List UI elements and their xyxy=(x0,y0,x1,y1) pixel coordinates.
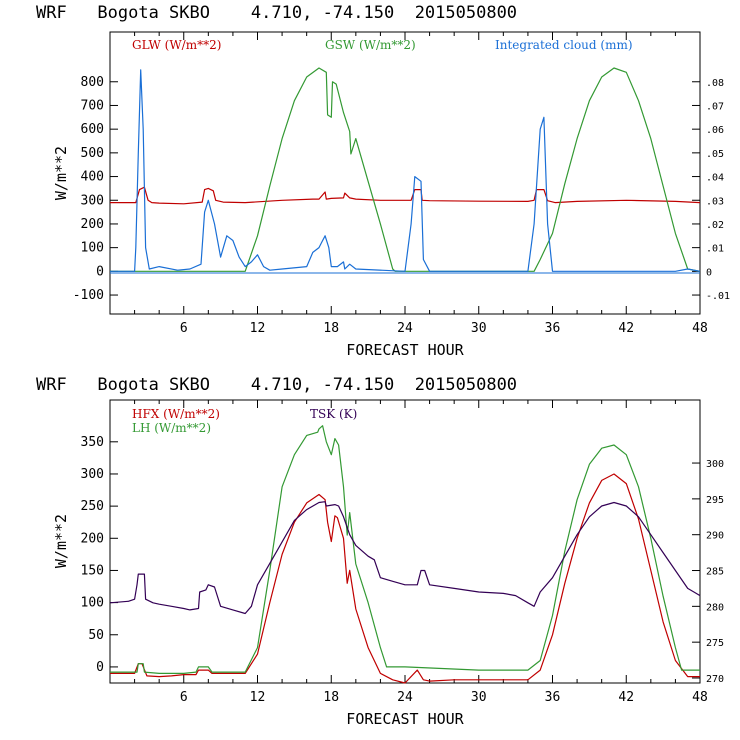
series-line-lh xyxy=(110,425,700,675)
top-x-axis-label: FORECAST HOUR xyxy=(346,341,464,359)
y-tick-label: 50 xyxy=(88,628,104,643)
y-tick-label: 200 xyxy=(81,531,104,546)
y2-tick-label: .07 xyxy=(706,101,724,112)
series-line-glw xyxy=(110,186,701,205)
legend-tsk: TSK (K) xyxy=(310,407,357,421)
series-line-integrated xyxy=(110,69,701,272)
x-tick-label: 6 xyxy=(180,690,188,705)
x-tick-label: 24 xyxy=(397,321,413,336)
x-tick-label: 30 xyxy=(471,690,487,705)
y2-tick-label: .01 xyxy=(706,244,724,255)
legend-lh: LH (W/m**2) xyxy=(132,421,211,435)
y2-tick-label: 275 xyxy=(706,638,724,649)
legend-gsw: GSW (W/m**2) xyxy=(325,38,416,52)
y2-tick-label: 290 xyxy=(706,531,724,542)
y-tick-label: 350 xyxy=(81,435,104,450)
top-y2-axis: -.01 0 .01 .02 .03 .04 .05 .06 .07 .08 xyxy=(692,78,730,302)
y-tick-label: 400 xyxy=(81,170,104,185)
y-tick-label: 600 xyxy=(81,122,104,137)
x-tick-label: 6 xyxy=(180,321,188,336)
y-tick-label: 100 xyxy=(81,241,104,256)
x-tick-label: 24 xyxy=(397,690,413,705)
y-tick-label: 0 xyxy=(96,660,104,675)
bottom-y-axis: 0 50 100 150 200 250 300 350 xyxy=(81,435,118,675)
x-tick-label: 12 xyxy=(250,321,266,336)
y-tick-label: 300 xyxy=(81,467,104,482)
x-tick-label: 48 xyxy=(692,321,708,336)
y2-tick-label: 285 xyxy=(706,567,724,578)
y2-tick-label: .05 xyxy=(706,149,724,160)
bottom-chart-title: WRF Bogota SKBO 4.710, -74.150 201505080… xyxy=(36,375,517,395)
y2-tick-label: .08 xyxy=(706,78,724,89)
bottom-panel: WRF Bogota SKBO 4.710, -74.150 201505080… xyxy=(36,375,724,728)
legend-glw: GLW (W/m**2) xyxy=(132,38,221,52)
y-tick-label: 150 xyxy=(81,563,104,578)
x-tick-label: 36 xyxy=(545,690,561,705)
y-tick-label: 300 xyxy=(81,193,104,208)
y-tick-label: -100 xyxy=(73,288,104,303)
series-line-hfx xyxy=(110,473,700,684)
y-tick-label: 200 xyxy=(81,217,104,232)
x-tick-label: 42 xyxy=(618,321,634,336)
y2-tick-label: 295 xyxy=(706,495,724,506)
y2-tick-label: 270 xyxy=(706,674,724,685)
top-panel: WRF Bogota SKBO 4.710, -74.150 201505080… xyxy=(36,3,730,359)
bottom-x-axis: 6 12 18 24 30 36 42 48 xyxy=(134,400,708,705)
y-tick-label: 0 xyxy=(96,264,104,279)
y2-tick-label: 300 xyxy=(706,459,724,470)
y-tick-label: 100 xyxy=(81,596,104,611)
legend-hfx: HFX (W/m**2) xyxy=(132,407,220,421)
series-line-gsw xyxy=(110,67,701,272)
series-line-tsk xyxy=(109,501,701,615)
y2-tick-label: 280 xyxy=(706,602,724,613)
y2-tick-label: -.01 xyxy=(706,291,730,302)
bottom-plot-frame xyxy=(109,399,701,684)
y2-tick-label: 0 xyxy=(706,267,712,278)
top-y-axis-label: W/m**2 xyxy=(52,146,70,200)
x-tick-label: 30 xyxy=(471,321,487,336)
x-tick-label: 48 xyxy=(692,690,708,705)
top-y-axis: -100 0 100 200 300 400 500 600 700 800 xyxy=(73,75,118,303)
legend-integrated-cloud: Integrated cloud (mm) xyxy=(495,38,633,52)
top-series-group xyxy=(110,67,701,272)
y-tick-label: 800 xyxy=(81,75,104,90)
x-tick-label: 18 xyxy=(323,321,339,336)
x-tick-label: 18 xyxy=(323,690,339,705)
bottom-y-axis-label: W/m**2 xyxy=(52,514,70,568)
y-tick-label: 250 xyxy=(81,499,104,514)
y-tick-label: 700 xyxy=(81,98,104,113)
x-tick-label: 12 xyxy=(250,690,266,705)
x-tick-label: 42 xyxy=(618,690,634,705)
y2-tick-label: .06 xyxy=(706,125,724,136)
y-tick-label: 500 xyxy=(81,146,104,161)
bottom-y2-axis: 270 275 280 285 290 295 300 xyxy=(692,459,724,685)
top-chart-title: WRF Bogota SKBO 4.710, -74.150 201505080… xyxy=(36,3,517,23)
bottom-x-axis-label: FORECAST HOUR xyxy=(346,710,464,728)
bottom-series-group xyxy=(109,425,701,684)
y2-tick-label: .03 xyxy=(706,196,724,207)
top-x-axis: 6 12 18 24 30 36 42 48 xyxy=(134,32,708,336)
x-tick-label: 36 xyxy=(545,321,561,336)
y2-tick-label: .04 xyxy=(706,173,724,184)
y2-tick-label: .02 xyxy=(706,220,724,231)
